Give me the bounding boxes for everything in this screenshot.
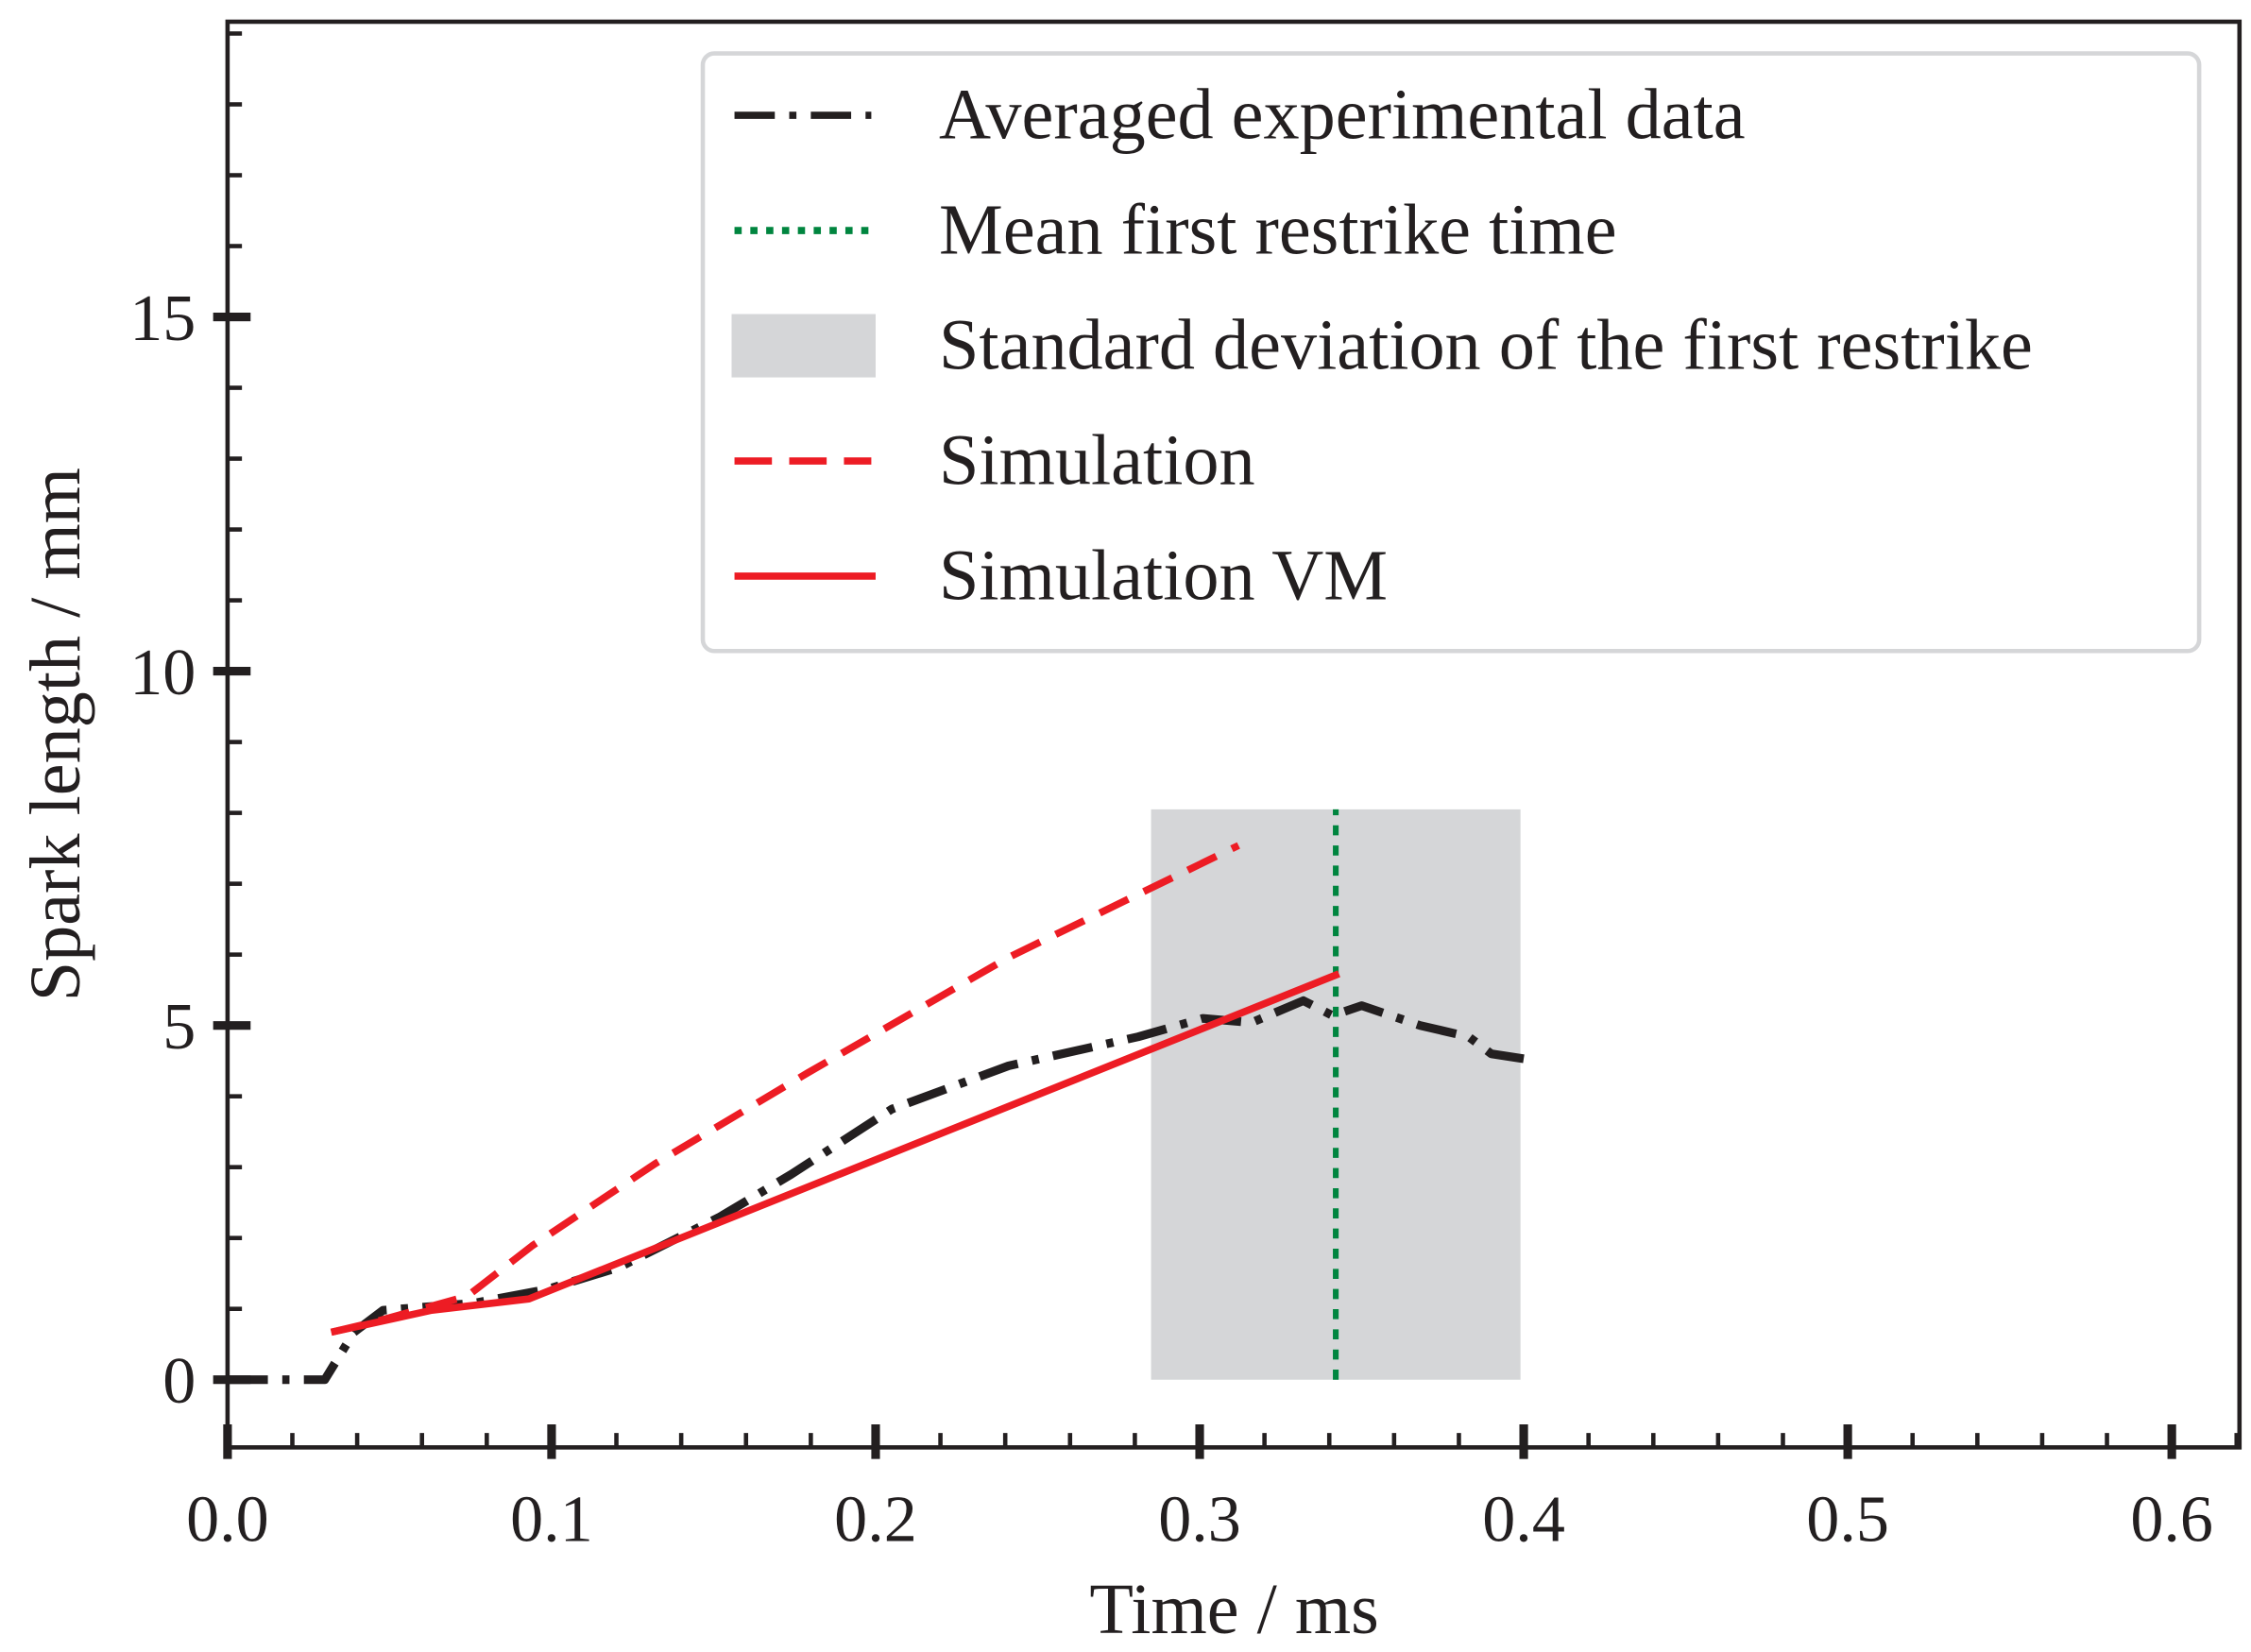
series-line-2	[330, 970, 1340, 1337]
x-tick-label: 0.2	[834, 1483, 917, 1556]
x-tick-label: 0.0	[186, 1483, 269, 1556]
legend-frame	[700, 51, 2202, 654]
x-tick-label: 0.3	[1158, 1483, 1241, 1556]
y-tick-label: 15	[129, 282, 196, 355]
series-line-1	[330, 842, 1240, 1337]
axes-frame	[225, 19, 2242, 1450]
series-line-0	[227, 996, 1525, 1385]
x-tick-label: 0.5	[1806, 1483, 1889, 1556]
y-tick-label: 5	[162, 991, 196, 1064]
legend-label: Mean first restrike time	[939, 190, 1617, 269]
legend-label: Simulation	[939, 420, 1255, 500]
y-tick-label: 10	[129, 637, 196, 709]
y-axis-label: Spark length / mm	[16, 468, 95, 1001]
plot-area	[227, 809, 1525, 1385]
axes: 0.0 0.1 0.2 0.3 0.4 0.5 0.6 0 5 10 15	[129, 19, 2242, 1556]
legend-label: Simulation VM	[939, 536, 1388, 615]
legend-label: Standard deviation of the first restrike	[939, 305, 2033, 384]
y-tick-label: 0	[162, 1345, 196, 1418]
legend-label: Averaged experimental data	[939, 75, 1745, 154]
x-axis-label: Time / ms	[1089, 1570, 1378, 1649]
legend-swatch-std-dev	[731, 314, 876, 378]
legend: Averaged experimental data Mean first res…	[700, 51, 2202, 654]
x-tick-label: 0.1	[510, 1483, 593, 1556]
x-tick-label: 0.6	[2130, 1483, 2213, 1556]
x-tick-label: 0.4	[1482, 1483, 1565, 1556]
